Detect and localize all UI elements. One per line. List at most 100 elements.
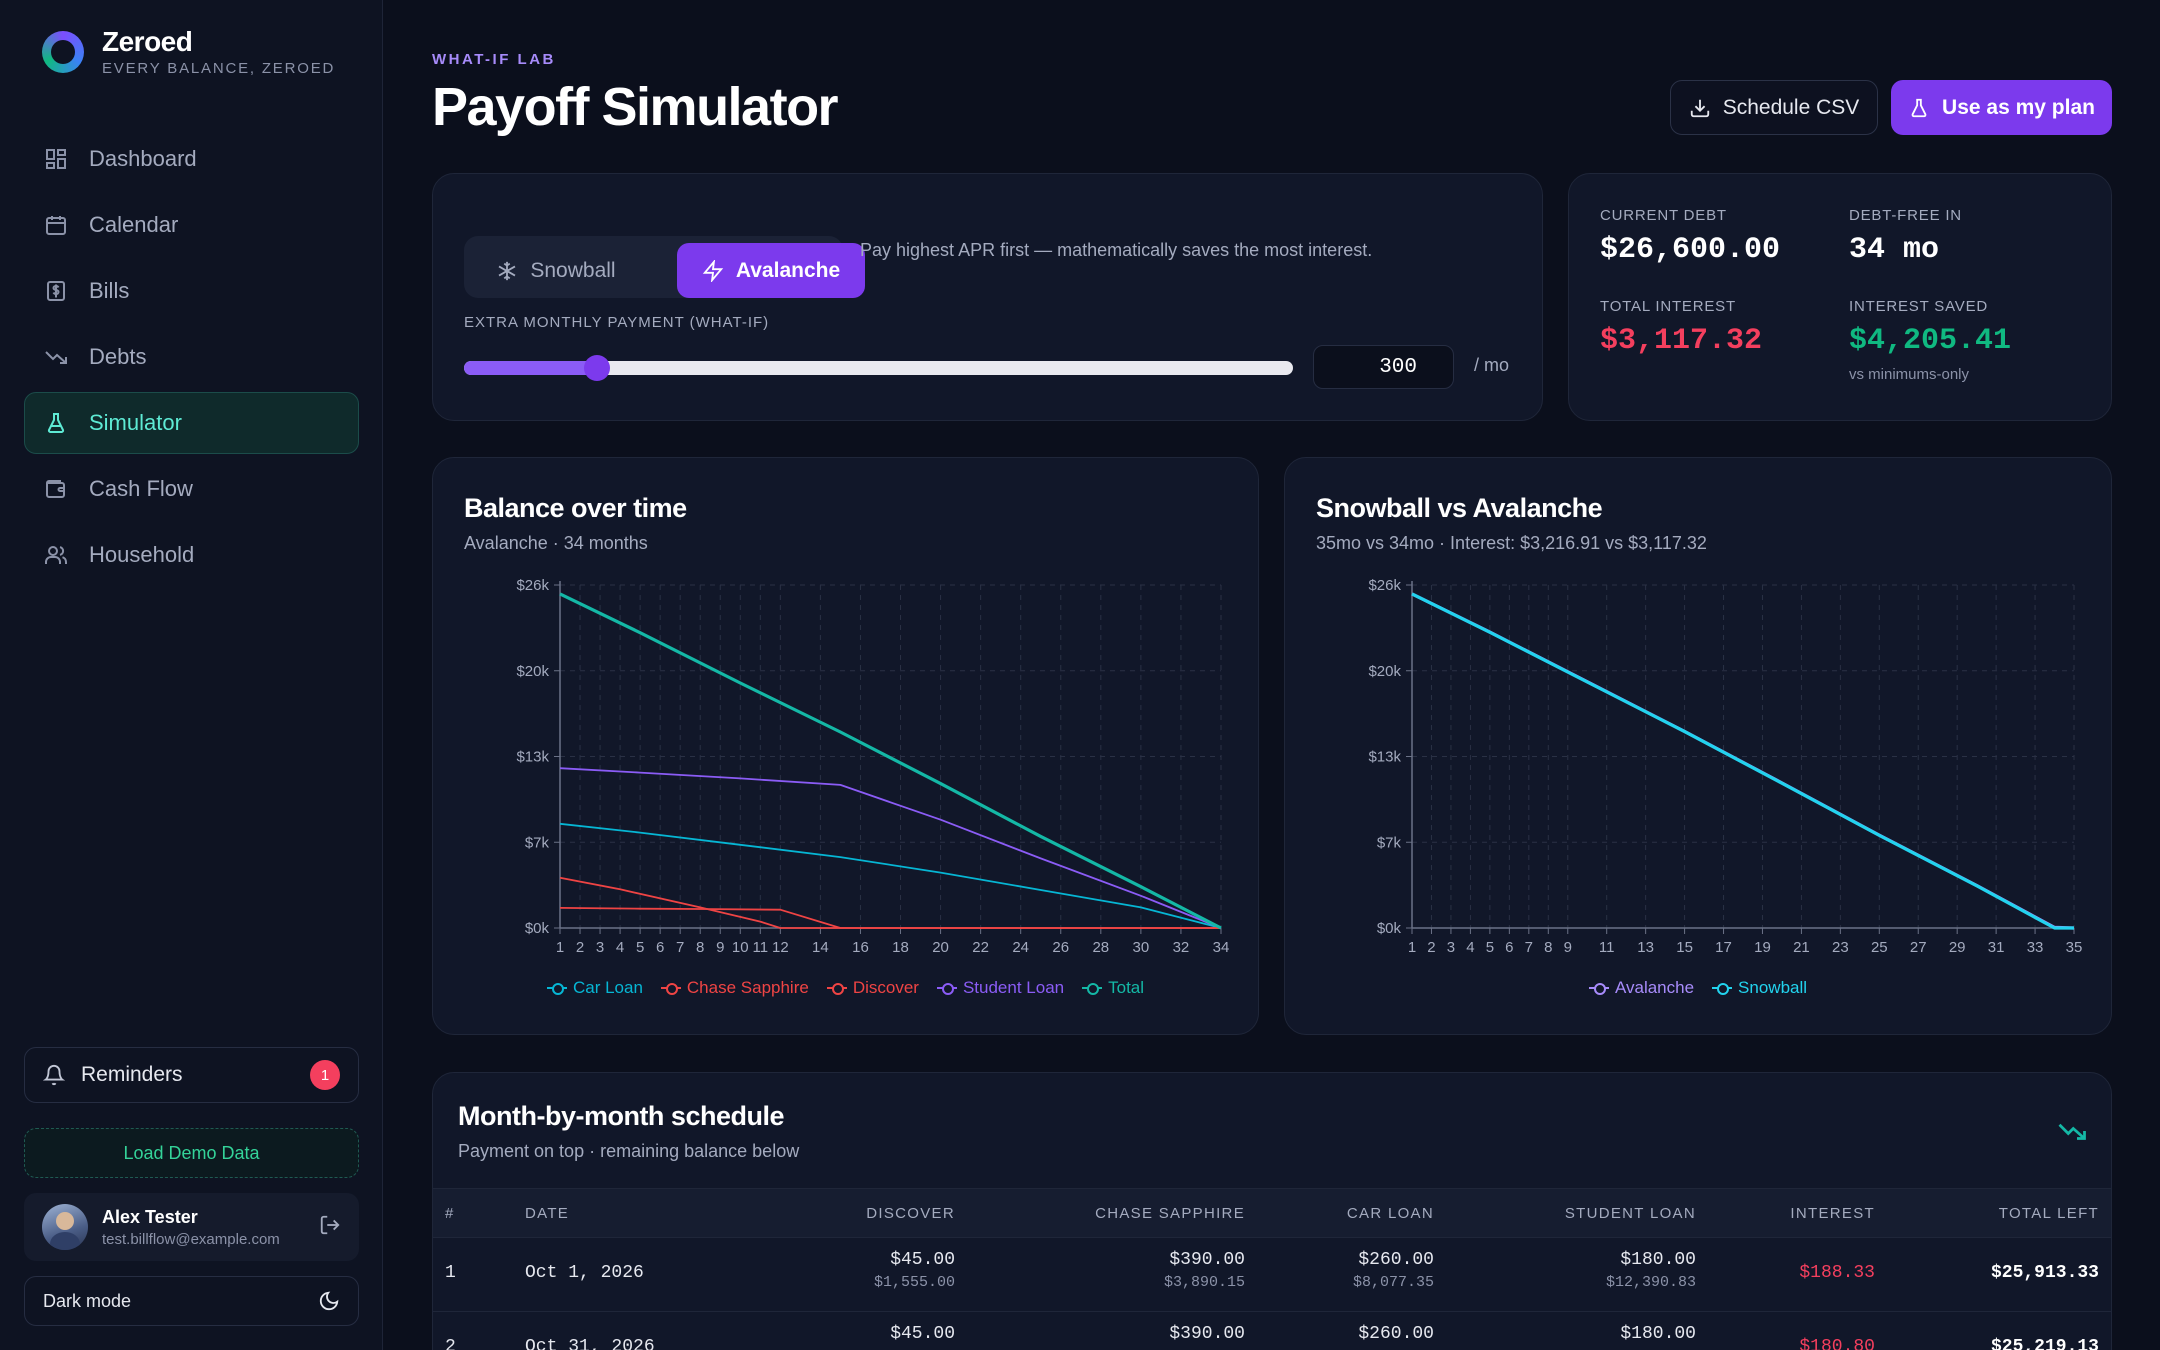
reminders-button[interactable]: Reminders 1 bbox=[24, 1047, 359, 1103]
series-line-discover bbox=[559, 876, 1221, 929]
legend-swatch-icon bbox=[826, 982, 847, 995]
table-header: # DATE DISCOVER CHASE SAPPHIRE CAR LOAN … bbox=[433, 1188, 2111, 1238]
stat-label: INTEREST SAVED bbox=[1849, 298, 1989, 315]
sidebar-item-dashboard[interactable]: Dashboard bbox=[24, 128, 359, 190]
stat-value: 34 mo bbox=[1849, 233, 1940, 267]
x-tick-label: 8 bbox=[696, 939, 704, 956]
page-eyebrow: WHAT-IF LAB bbox=[432, 51, 556, 68]
sidebar-item-label: Household bbox=[89, 542, 195, 567]
total-interest-stat: TOTAL INTEREST $3,117.32 bbox=[1600, 298, 1762, 358]
table-row[interactable]: 2 Oct 31, 2026 $45.00 $390.00 $260.00 $1… bbox=[433, 1312, 2111, 1350]
stat-note: vs minimums-only bbox=[1849, 366, 1970, 383]
x-tick-label: 14 bbox=[812, 939, 829, 956]
moon-icon bbox=[319, 1291, 339, 1311]
legend-item[interactable]: Car Loan bbox=[546, 978, 643, 998]
x-tick-label: 15 bbox=[1676, 939, 1693, 956]
user-name: Alex Tester bbox=[102, 1206, 198, 1227]
payment-value: $390.00 bbox=[1169, 1250, 1245, 1270]
y-tick-label: $13k bbox=[516, 749, 549, 766]
series-line-snowball bbox=[1411, 592, 2074, 930]
x-tick-label: 2 bbox=[576, 939, 584, 956]
x-tick-label: 6 bbox=[656, 939, 664, 956]
bills-icon bbox=[43, 278, 69, 304]
x-tick-label: 5 bbox=[1486, 939, 1494, 956]
y-tick-label: $0k bbox=[1377, 920, 1402, 937]
legend-item[interactable]: Avalanche bbox=[1588, 978, 1695, 998]
sidebar-item-simulator[interactable]: Simulator bbox=[24, 392, 359, 454]
legend-item[interactable]: Student Loan bbox=[936, 978, 1065, 998]
schedule-csv-label: Schedule CSV bbox=[1722, 95, 1860, 119]
extra-payment-slider[interactable] bbox=[464, 355, 1293, 381]
logout-icon[interactable] bbox=[319, 1214, 341, 1241]
legend-item[interactable]: Snowball bbox=[1712, 978, 1807, 998]
legend-item[interactable]: Chase Sapphire bbox=[660, 978, 809, 998]
table-row[interactable]: 1 Oct 1, 2026 $45.00 $1,555.00 $390.00 $3,… bbox=[433, 1238, 2111, 1312]
x-tick-label: 1 bbox=[1408, 939, 1416, 956]
stat-label: DEBT-FREE IN bbox=[1849, 207, 1962, 224]
legend-item[interactable]: Discover bbox=[826, 978, 919, 998]
extra-payment-label: EXTRA MONTHLY PAYMENT (WHAT-IF) bbox=[464, 314, 770, 331]
flask-icon bbox=[1911, 98, 1927, 117]
car-loan-cell: $260.00 bbox=[1358, 1324, 1434, 1344]
download-icon bbox=[1690, 99, 1709, 117]
x-tick-label: 10 bbox=[732, 939, 749, 956]
sidebar-item-calendar[interactable]: Calendar bbox=[24, 194, 359, 256]
sidebar-item-bills[interactable]: Bills bbox=[24, 260, 359, 322]
chase-cell: $390.00 $3,890.15 bbox=[1164, 1250, 1245, 1291]
stat-value: $26,600.00 bbox=[1600, 233, 1781, 267]
x-tick-label: 11 bbox=[1599, 939, 1615, 956]
use-as-plan-button[interactable]: Use as my plan bbox=[1891, 80, 2112, 135]
stat-value: $4,205.41 bbox=[1849, 324, 2012, 358]
schedule-card: Month-by-month schedule Payment on top ·… bbox=[432, 1072, 2112, 1350]
discover-cell: $45.00 bbox=[890, 1324, 955, 1344]
strategy-description: Pay highest APR first — mathematically s… bbox=[860, 240, 1373, 260]
schedule-table: # DATE DISCOVER CHASE SAPPHIRE CAR LOAN … bbox=[433, 1188, 2111, 1350]
legend-swatch-icon bbox=[660, 982, 681, 995]
series-line-chase-sapphire bbox=[559, 907, 1221, 929]
y-tick-label: $26k bbox=[1368, 577, 1401, 594]
interest-saved-stat: INTEREST SAVED $4,205.41 vs minimums-onl… bbox=[1849, 298, 2011, 383]
x-tick-label: 27 bbox=[1910, 939, 1927, 956]
car-loan-cell: $260.00 $8,077.35 bbox=[1353, 1250, 1434, 1291]
chart-subtitle: Avalanche · 34 months bbox=[464, 533, 648, 553]
balance-value: $1,555.00 bbox=[873, 1274, 955, 1291]
bell-icon bbox=[43, 1065, 65, 1086]
use-as-plan-label: Use as my plan bbox=[1942, 95, 2095, 119]
sidebar-item-label: Simulator bbox=[89, 410, 182, 435]
total-left-cell: $25,913.33 bbox=[1990, 1263, 2099, 1283]
slider-thumb[interactable] bbox=[583, 355, 610, 381]
legend-label: Chase Sapphire bbox=[686, 978, 809, 997]
sidebar-item-household[interactable]: Household bbox=[24, 524, 359, 586]
avalanche-tab[interactable]: Avalanche bbox=[677, 243, 865, 298]
extra-payment-input[interactable] bbox=[1313, 345, 1454, 389]
dark-mode-toggle[interactable]: Dark mode bbox=[24, 1276, 359, 1326]
x-tick-label: 29 bbox=[1949, 939, 1966, 956]
x-tick-label: 9 bbox=[716, 939, 724, 956]
x-tick-label: 13 bbox=[1637, 939, 1654, 956]
row-date: Oct 1, 2026 bbox=[525, 1263, 644, 1283]
trending-down-icon bbox=[2057, 1116, 2087, 1151]
x-tick-label: 18 bbox=[892, 939, 909, 956]
snowball-tab[interactable]: Snowball bbox=[476, 243, 636, 298]
current-debt-stat: CURRENT DEBT $26,600.00 bbox=[1600, 207, 1780, 267]
payment-value: $45.00 bbox=[890, 1250, 955, 1270]
schedule-csv-button[interactable]: Schedule CSV bbox=[1670, 80, 1878, 135]
discover-cell: $45.00 $1,555.00 bbox=[874, 1250, 955, 1291]
sidebar-item-label: Dashboard bbox=[89, 146, 197, 171]
snowball-label: Snowball bbox=[530, 258, 616, 282]
x-tick-label: 3 bbox=[596, 939, 604, 956]
x-tick-label: 17 bbox=[1715, 939, 1732, 956]
legend-label: Student Loan bbox=[962, 978, 1065, 997]
sidebar-item-debts[interactable]: Debts bbox=[24, 326, 359, 388]
brand[interactable]: Zeroed EVERY BALANCE, ZEROED bbox=[42, 26, 335, 77]
load-demo-data-button[interactable]: Load Demo Data bbox=[24, 1128, 359, 1178]
legend-item[interactable]: Total bbox=[1082, 978, 1144, 998]
balance-value: $3,890.15 bbox=[1163, 1274, 1245, 1291]
legend-label: Avalanche bbox=[1614, 978, 1695, 997]
snowflake-icon bbox=[498, 261, 516, 280]
legend-swatch-icon bbox=[546, 982, 567, 995]
sidebar-item-cash-flow[interactable]: Cash Flow bbox=[24, 458, 359, 520]
chart-subtitle: 35mo vs 34mo · Interest: $3,216.91 vs $3… bbox=[1316, 533, 1707, 553]
